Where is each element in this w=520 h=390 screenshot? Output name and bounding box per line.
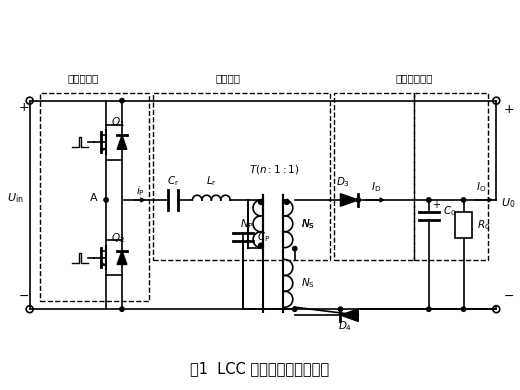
Text: $U_\mathrm{in}$: $U_\mathrm{in}$ — [7, 191, 24, 205]
Text: 整流滤波网络: 整流滤波网络 — [395, 73, 433, 83]
Circle shape — [293, 307, 297, 311]
Text: $Q_1$: $Q_1$ — [111, 115, 125, 129]
Bar — [414, 93, 488, 259]
Bar — [454, 212, 473, 238]
Circle shape — [293, 246, 297, 251]
Text: $N_\mathrm{P}$: $N_\mathrm{P}$ — [240, 217, 254, 231]
Text: $I_\mathrm{D}$: $I_\mathrm{D}$ — [371, 180, 381, 194]
Text: $D_3$: $D_3$ — [336, 175, 350, 189]
Text: $R_0$: $R_0$ — [477, 218, 491, 232]
Polygon shape — [341, 309, 358, 321]
Circle shape — [258, 199, 264, 204]
Text: $L_\mathrm{r}$: $L_\mathrm{r}$ — [206, 174, 217, 188]
Text: $+$: $+$ — [18, 101, 29, 113]
Bar — [334, 93, 414, 259]
Text: $+$: $+$ — [503, 103, 514, 115]
Text: $i_\mathrm{P}$: $i_\mathrm{P}$ — [136, 184, 146, 198]
Circle shape — [104, 198, 108, 202]
Polygon shape — [117, 135, 127, 149]
Text: 方波发生器: 方波发生器 — [68, 73, 99, 83]
Circle shape — [120, 99, 124, 103]
Text: $-$: $-$ — [503, 289, 514, 302]
Bar — [40, 93, 149, 301]
Polygon shape — [117, 251, 127, 264]
Circle shape — [120, 307, 124, 311]
Text: 图1  LCC 谐振变换器原理电路: 图1 LCC 谐振变换器原理电路 — [190, 361, 330, 376]
Polygon shape — [341, 194, 358, 206]
Text: $Q_2$: $Q_2$ — [111, 231, 125, 245]
Circle shape — [284, 199, 289, 204]
Text: A: A — [90, 193, 98, 203]
Text: $+$: $+$ — [432, 199, 441, 210]
Circle shape — [461, 198, 466, 202]
Text: $N_\mathrm{S}$: $N_\mathrm{S}$ — [301, 217, 315, 231]
Text: $I_\mathrm{O}$: $I_\mathrm{O}$ — [476, 180, 487, 194]
Text: 谐振网络: 谐振网络 — [216, 73, 241, 83]
Circle shape — [461, 307, 466, 311]
Circle shape — [338, 307, 343, 311]
Text: $T(n:1:1)$: $T(n:1:1)$ — [249, 163, 299, 176]
Circle shape — [426, 198, 431, 202]
Text: $N_\mathrm{S}$: $N_\mathrm{S}$ — [301, 217, 315, 231]
Text: $C_0$: $C_0$ — [443, 204, 456, 218]
Text: $C_\mathrm{P}$: $C_\mathrm{P}$ — [257, 230, 270, 244]
Text: $-$: $-$ — [18, 289, 29, 302]
Bar — [153, 93, 330, 259]
Text: $N_\mathrm{S}$: $N_\mathrm{S}$ — [301, 277, 315, 290]
Text: $D_4$: $D_4$ — [339, 319, 353, 333]
Circle shape — [356, 198, 360, 202]
Text: $U_0$: $U_0$ — [501, 196, 515, 210]
Text: $C_\mathrm{r}$: $C_\mathrm{r}$ — [166, 174, 179, 188]
Circle shape — [258, 243, 264, 248]
Circle shape — [426, 307, 431, 311]
